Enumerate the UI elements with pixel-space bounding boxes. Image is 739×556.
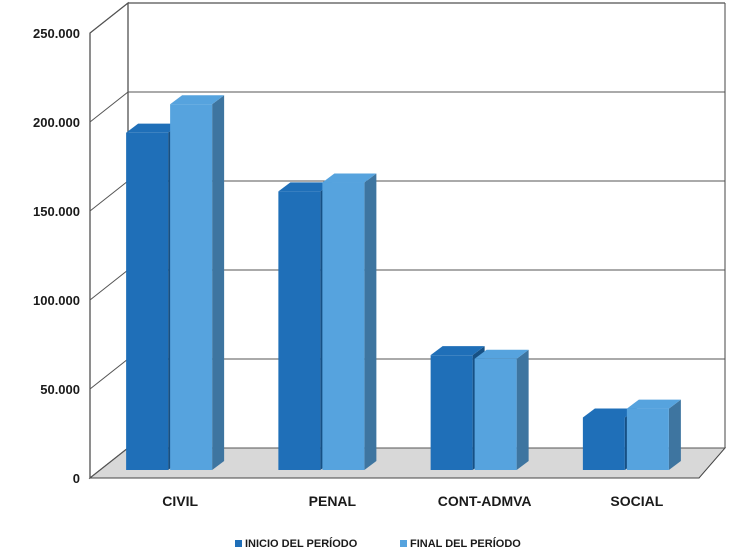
bar-top	[126, 123, 181, 133]
x-tick-label: PENAL	[309, 493, 357, 509]
y-tick-label: 100.000	[33, 293, 80, 308]
left-wall	[89, 1, 129, 480]
y-tick-label: 0	[73, 471, 80, 486]
bar-top	[170, 95, 225, 105]
gridline	[89, 2, 725, 34]
bar-front	[474, 358, 517, 470]
legend-swatch	[400, 540, 407, 547]
x-tick-label: SOCIAL	[610, 493, 663, 509]
bar	[170, 95, 225, 470]
bar-top	[430, 346, 485, 356]
legend-label: FINAL DEL PERÍODO	[410, 537, 521, 550]
x-tick-label: CIVIL	[162, 493, 198, 509]
bar-front	[278, 191, 321, 471]
bar	[474, 349, 529, 470]
bar-front	[126, 132, 169, 470]
legend-swatch	[235, 540, 242, 547]
bar-top	[474, 349, 529, 359]
legend-label: INICIO DEL PERÍODO	[245, 537, 358, 550]
bar-top	[322, 173, 377, 183]
bar-side	[516, 349, 529, 470]
gridline	[89, 91, 725, 123]
y-tick-label: 250.000	[33, 26, 80, 41]
bar-side	[668, 399, 681, 470]
bar-side	[364, 173, 377, 470]
bar-front	[322, 182, 365, 470]
bar-front	[626, 408, 669, 470]
y-tick-label: 200.000	[33, 115, 80, 130]
bars	[126, 95, 681, 471]
bar-top	[278, 182, 333, 192]
y-tick-label: 50.000	[40, 382, 80, 397]
bar-side	[212, 95, 225, 470]
y-axis-ticks: 0 50.000 100.000 150.000 200.000 250.000	[33, 26, 80, 486]
bar-top	[626, 399, 681, 409]
x-tick-label: CONT-ADMVA	[438, 493, 532, 509]
bar	[626, 399, 681, 470]
y-tick-label: 150.000	[33, 204, 80, 219]
bar-front	[582, 417, 625, 470]
bar	[322, 173, 377, 470]
bar-front	[170, 104, 213, 470]
legend: INICIO DEL PERÍODO FINAL DEL PERÍODO	[235, 537, 521, 550]
bar-front	[430, 355, 473, 470]
x-axis-ticks: CIVIL PENAL CONT-ADMVA SOCIAL	[162, 493, 664, 509]
bar-top	[582, 408, 637, 418]
